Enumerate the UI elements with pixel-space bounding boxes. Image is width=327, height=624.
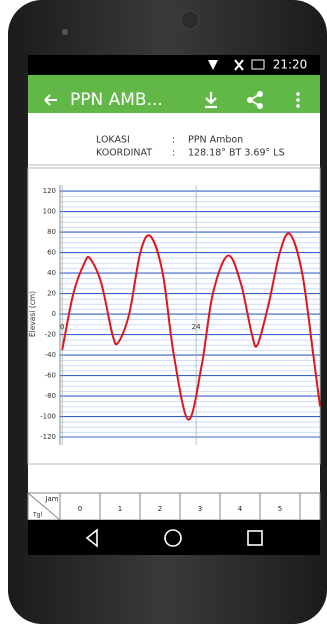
info-text: 128.18° BT 3.69° LS <box>188 148 285 159</box>
hour-cell: 4 <box>238 505 243 513</box>
y-tick-label: -40 <box>45 351 56 359</box>
hour-cell: 3 <box>198 505 202 513</box>
info-text: LOKASI <box>96 135 130 146</box>
nav-bar <box>28 520 320 555</box>
y-axis-label: Elevasi (cm) <box>28 291 37 337</box>
y-tick-label: 60 <box>47 249 56 257</box>
status-time: 21:20 <box>273 58 308 72</box>
y-tick-label: 0 <box>52 310 56 318</box>
y-tick-label: 120 <box>43 187 56 195</box>
info-text: KOORDINAT <box>96 148 152 159</box>
y-tick-label: -20 <box>45 331 56 339</box>
x-tick-label: 0 <box>60 323 64 331</box>
hour-cell: 2 <box>158 505 162 513</box>
table-corner-bottom: Tgl <box>32 512 42 519</box>
hour-cell: 5 <box>278 505 282 513</box>
y-tick-label: -100 <box>40 413 56 421</box>
hour-cell: 1 <box>118 505 122 513</box>
info-text: : <box>172 148 175 159</box>
menu-button[interactable] <box>296 92 300 108</box>
info-text: : <box>172 135 175 146</box>
table-corner-top: Jam <box>44 495 58 503</box>
y-tick-label: 100 <box>43 208 56 216</box>
y-tick-label: -80 <box>45 392 56 400</box>
y-tick-label: 80 <box>47 228 56 236</box>
camera <box>181 11 199 29</box>
hour-table <box>28 493 320 520</box>
sensor <box>62 29 68 35</box>
x-tick-label: 24 <box>192 323 201 331</box>
y-tick-label: 20 <box>47 290 56 298</box>
app-title: PPN AMB... <box>70 90 163 110</box>
info-text: PPN Ambon <box>188 135 243 146</box>
hour-cell: 0 <box>78 505 82 513</box>
phone-screenshot: 21:20 PPN AMB... LOKASI:PPN AmbonKOORDIN… <box>0 0 327 624</box>
y-tick-label: -60 <box>45 372 56 380</box>
y-tick-label: -120 <box>40 433 56 441</box>
y-tick-label: 40 <box>47 269 56 277</box>
